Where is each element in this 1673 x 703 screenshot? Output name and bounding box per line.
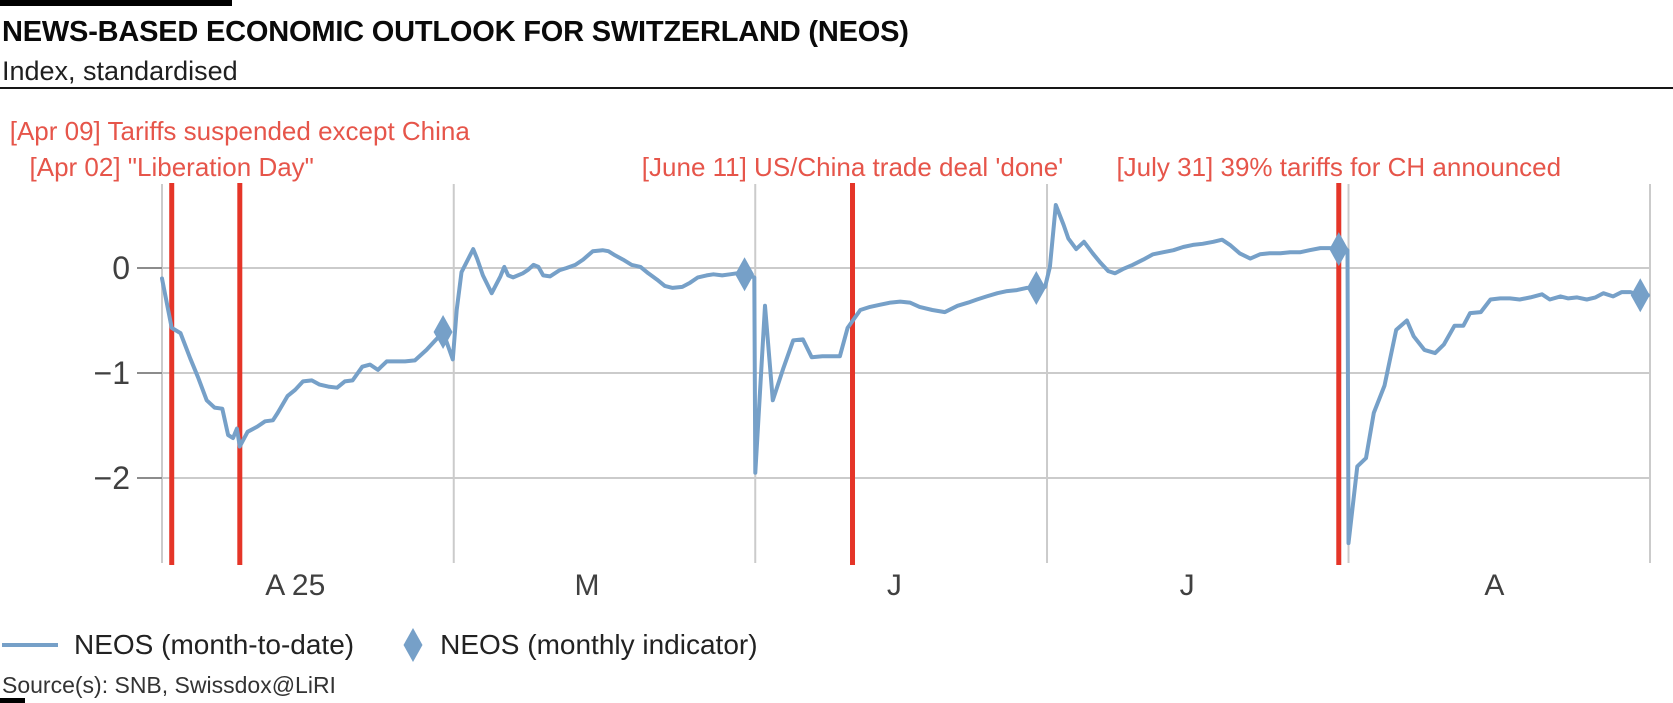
- legend-label: NEOS (month-to-date): [74, 629, 355, 660]
- event-annotation: [June 11] US/China trade deal 'done': [642, 152, 1063, 182]
- y-tick-label: −1: [94, 355, 130, 391]
- monthly-indicator-diamond: [735, 257, 755, 292]
- legend-item-month-to-date: NEOS (month-to-date): [0, 629, 354, 661]
- page-title: NEWS-BASED ECONOMIC OUTLOOK FOR SWITZERL…: [2, 16, 909, 48]
- x-month-label: A: [1484, 569, 1504, 602]
- monthly-indicator-diamond: [1026, 270, 1046, 305]
- event-annotation: [Apr 02] "Liberation Day": [30, 152, 314, 182]
- legend-item-monthly-indicator: NEOS (monthly indicator): [354, 626, 758, 664]
- legend-label: NEOS (monthly indicator): [440, 629, 758, 660]
- event-annotation: [Apr 09] Tariffs suspended except China: [10, 116, 471, 146]
- header-divider: [0, 87, 1673, 89]
- y-tick-label: 0: [112, 250, 130, 286]
- event-annotation: [July 31] 39% tariffs for CH announced: [1116, 152, 1561, 182]
- x-month-label: M: [575, 569, 600, 602]
- bottom-crop-mark: [0, 698, 25, 703]
- line-swatch-icon: [2, 643, 58, 647]
- x-month-label: A 25: [265, 569, 325, 602]
- y-tick-label: −2: [94, 460, 130, 496]
- x-month-label: J: [887, 569, 902, 602]
- page-subtitle: Index, standardised: [2, 56, 238, 86]
- x-month-label: J: [1180, 569, 1195, 602]
- diamond-swatch-icon: [403, 628, 423, 662]
- monthly-indicator-diamond: [1329, 232, 1349, 267]
- top-accent-bar: [0, 0, 232, 6]
- monthly-indicator-diamond: [433, 315, 453, 350]
- monthly-indicator-diamond: [1630, 278, 1650, 313]
- chart-legend: NEOS (month-to-date) NEOS (monthly indic…: [0, 620, 758, 670]
- neos-line-series: [160, 203, 1651, 546]
- source-attribution: Source(s): SNB, Swissdox@LiRI: [2, 672, 336, 698]
